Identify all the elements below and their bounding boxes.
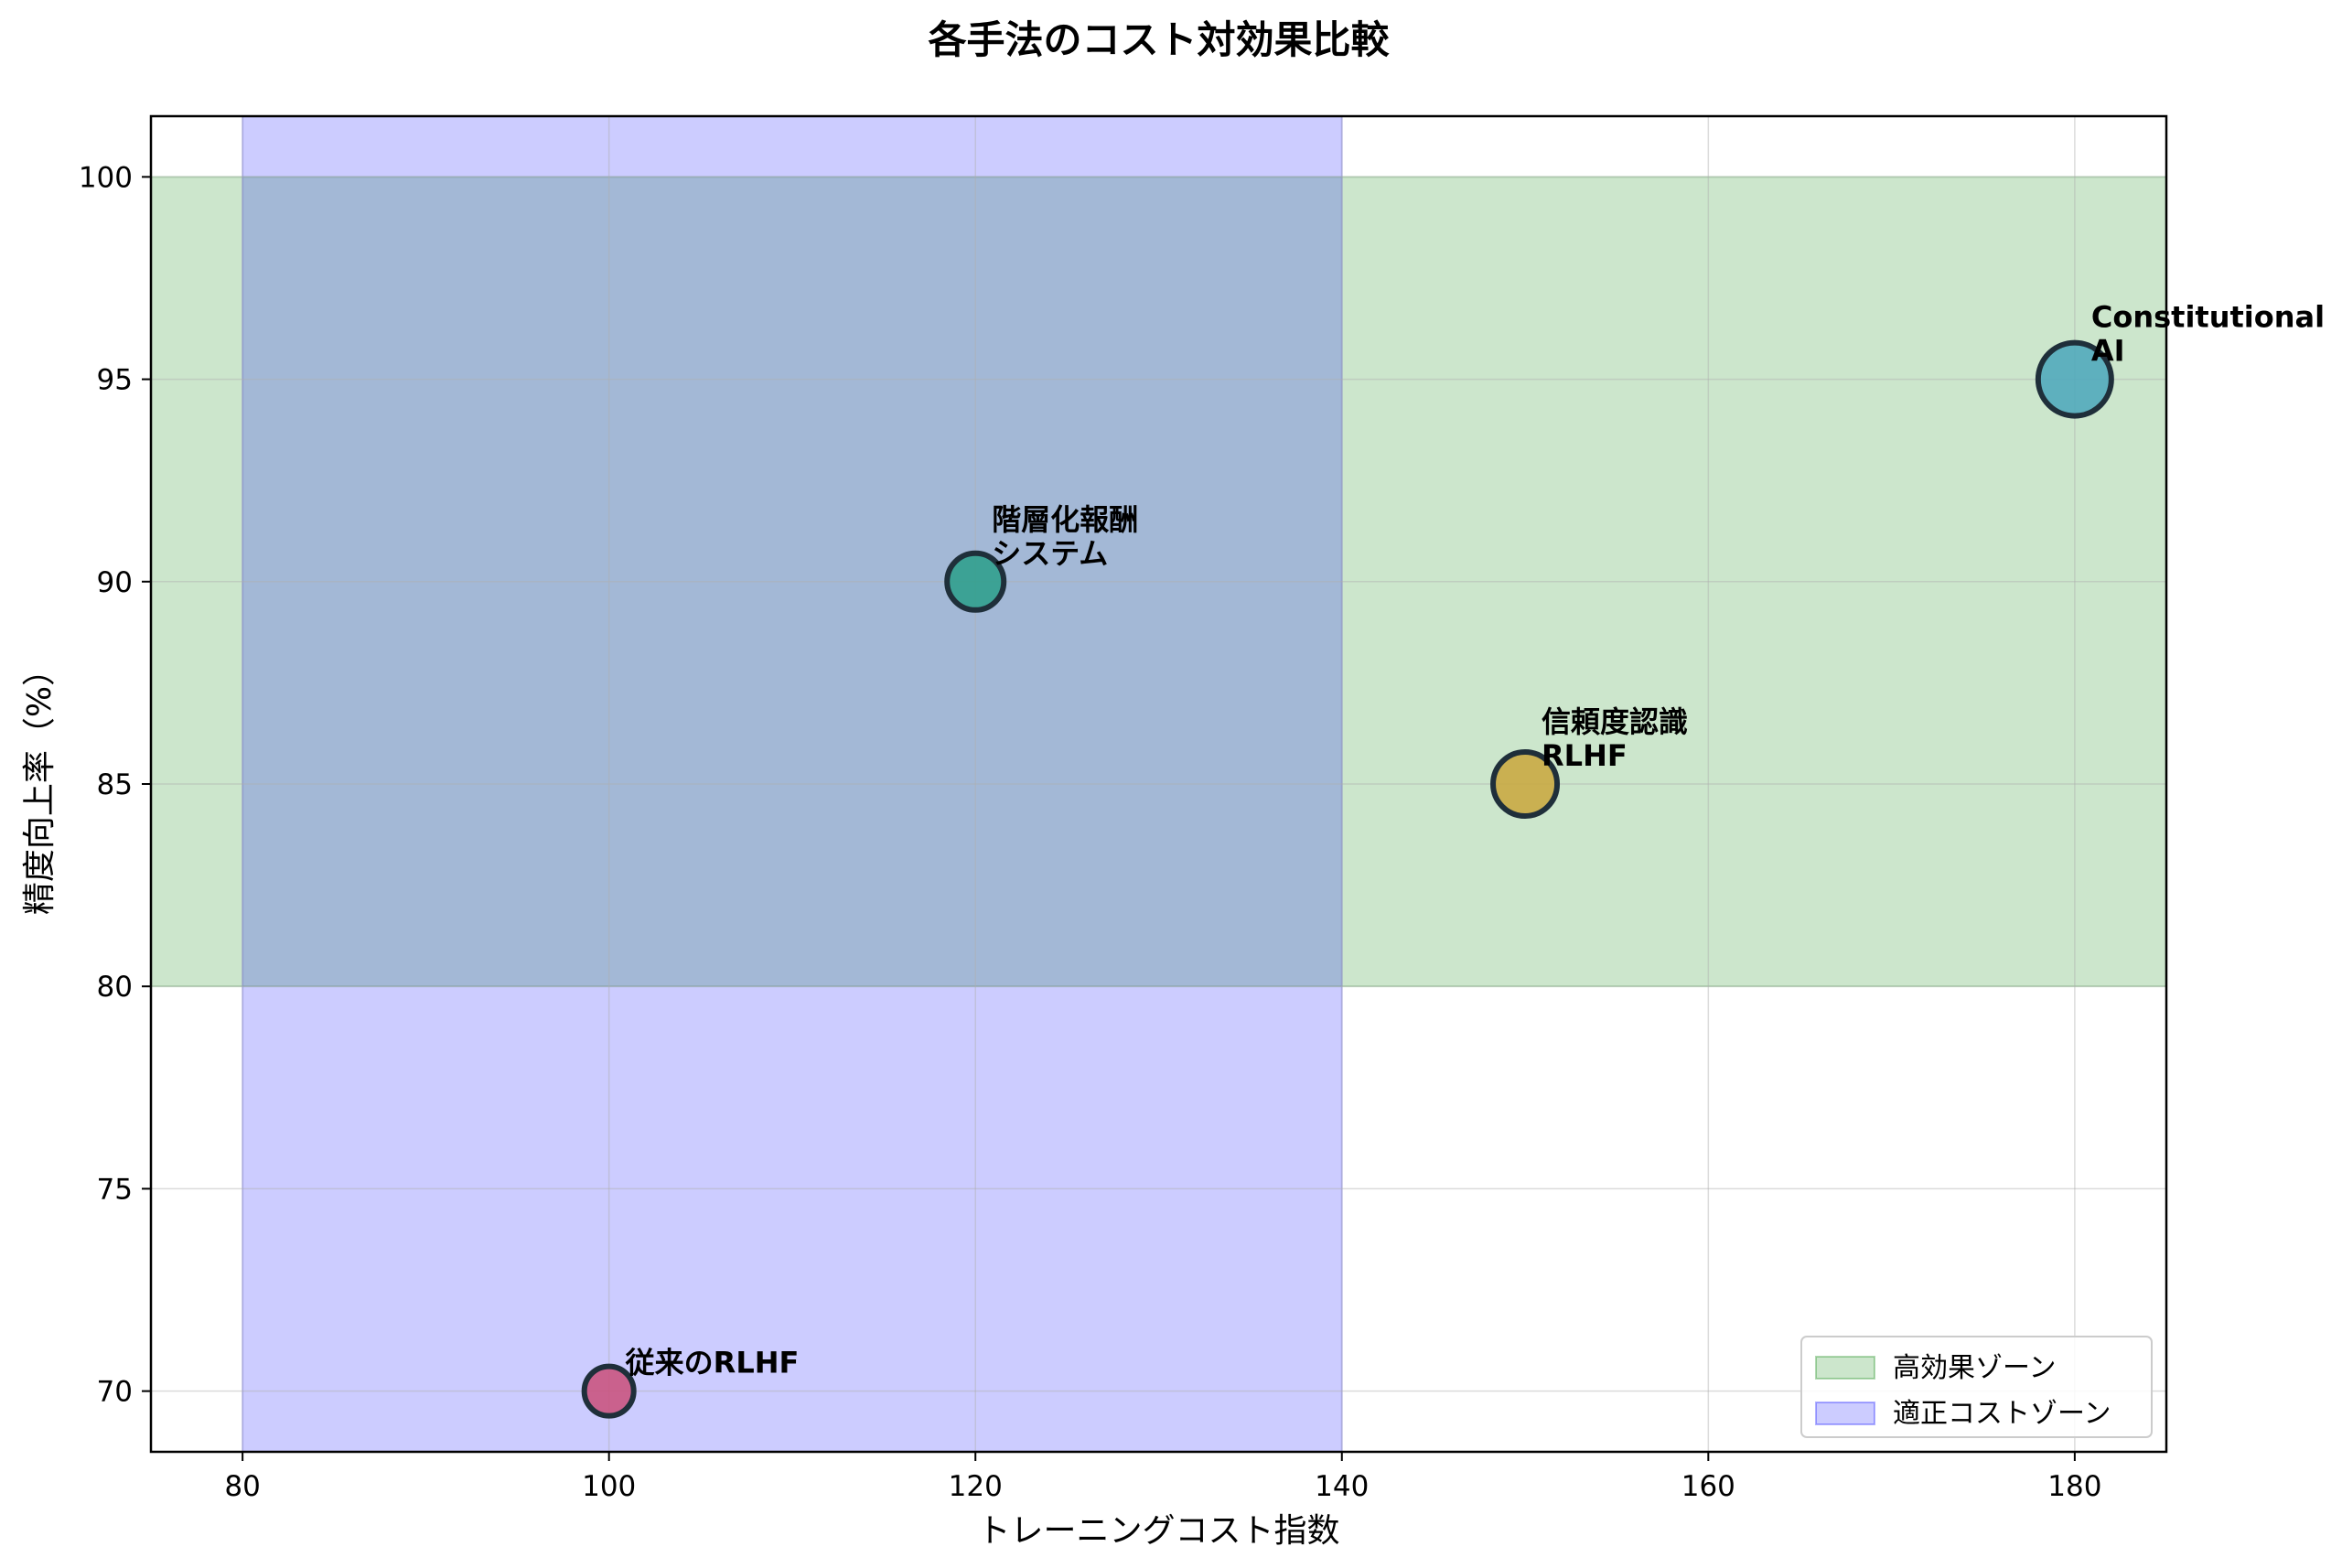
- y-axis-ticks: 70 75 80 85 90 95 100: [79, 161, 151, 1409]
- y-tick-label: 80: [97, 971, 133, 1004]
- grid-layer: [151, 116, 2166, 1452]
- y-tick-label: 70: [97, 1376, 133, 1409]
- data-point-3: [2035, 339, 2114, 419]
- x-tick-label: 180: [2047, 1470, 2101, 1503]
- x-tick-label: 160: [1681, 1470, 1735, 1503]
- legend-box: [1800, 1336, 2153, 1438]
- legend-swatch: [1815, 1402, 1875, 1425]
- zone-0: [150, 176, 2167, 988]
- y-tick-label: 100: [79, 161, 133, 194]
- x-axis-ticks: 80 100 120 140 160 180: [224, 1452, 2101, 1503]
- zones-layer: [150, 115, 2167, 1453]
- point-label: システム: [992, 536, 1108, 571]
- y-axis-label: 精度向上率（%）: [21, 653, 59, 915]
- point-label: AI: [2091, 334, 2125, 369]
- y-tick-label: 75: [97, 1173, 133, 1206]
- zone-1: [242, 115, 1343, 1453]
- point-label: Constitutional: [2091, 300, 2325, 335]
- point-label: RLHF: [1542, 738, 1628, 773]
- legend-swatch: [1815, 1356, 1875, 1380]
- point-label: 信頼度認識: [1542, 704, 1688, 739]
- x-tick-label: 140: [1315, 1470, 1369, 1503]
- chart-title: 各手法のコスト対効果比較: [928, 17, 1390, 62]
- legend-entry: 高効果ゾーン: [1893, 1352, 2057, 1384]
- point-label: 階層化報酬: [992, 502, 1138, 537]
- x-axis-label: トレーニングコスト指数: [977, 1512, 1339, 1550]
- point-label: 従来のRLHF: [625, 1346, 800, 1380]
- y-tick-label: 95: [97, 364, 133, 397]
- data-point-0: [581, 1363, 637, 1419]
- data-point-2: [1490, 749, 1561, 819]
- x-tick-label: 120: [949, 1470, 1003, 1503]
- x-tick-label: 80: [224, 1470, 260, 1503]
- legend-entry: 適正コストゾーン: [1893, 1398, 2111, 1430]
- y-tick-label: 90: [97, 566, 133, 599]
- y-tick-label: 85: [97, 768, 133, 801]
- data-point-1: [944, 550, 1007, 613]
- x-tick-label: 100: [582, 1470, 636, 1503]
